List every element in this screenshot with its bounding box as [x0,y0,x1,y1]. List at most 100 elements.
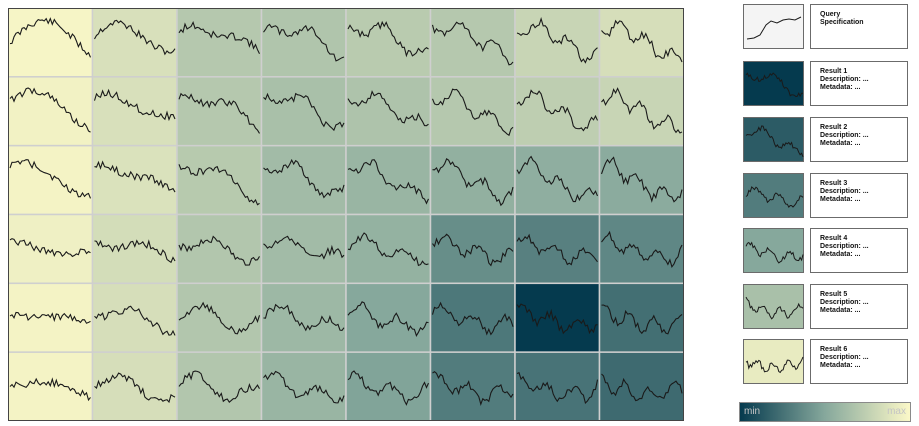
grid-cell[interactable] [429,76,516,147]
grid-cell[interactable] [91,351,178,421]
thumbnail-sparkline [746,16,802,40]
result-thumbnail-1 [743,61,804,106]
grid-cell[interactable] [176,213,263,285]
grid-cell[interactable] [345,213,432,285]
result-metadata-text: Metadata: ... [820,196,861,203]
grid-cell-shading [598,76,684,147]
grid-cell[interactable] [345,76,432,147]
grid-cell[interactable] [598,213,685,285]
grid-cell[interactable] [429,282,516,353]
grid-cell-sparkline [263,92,345,132]
legend-min-label: min [744,406,761,417]
grid-cell[interactable] [598,76,685,147]
grid-cell[interactable] [598,351,685,421]
grid-cell[interactable] [260,76,347,147]
grid-cell[interactable] [345,351,432,421]
result-row-3[interactable]: Result 3 Description: ... Metadata: ... [743,173,908,220]
grid-cell-shading [345,213,432,285]
grid-cell[interactable] [514,8,601,78]
grid-cell[interactable] [514,351,601,421]
grid-cell[interactable] [176,351,263,421]
grid-cell-shading [429,282,516,353]
result-row-1[interactable]: Result 1 Description: ... Metadata: ... [743,61,908,108]
result-row-6[interactable]: Result 6 Description: ... Metadata: ... [743,339,908,386]
grid-cell[interactable] [8,351,94,421]
grid-cell[interactable] [514,213,601,285]
grid-cell-sparkline [263,303,345,332]
grid-cell-sparkline [516,233,598,266]
thumbnail-sparkline [745,125,804,157]
grid-cell[interactable] [91,8,178,78]
grid-cell[interactable] [598,144,685,216]
result-row-5[interactable]: Result 5 Description: ... Metadata: ... [743,284,908,331]
result-description-5: Result 5 Description: ... Metadata: ... [810,284,908,329]
grid-cell-shading [429,351,516,421]
grid-cell[interactable] [598,282,685,353]
grid-cell[interactable] [429,144,516,216]
grid-cell[interactable] [176,8,263,78]
result-row-4[interactable]: Result 4 Description: ... Metadata: ... [743,228,908,275]
grid-cell[interactable] [176,282,263,353]
grid-cell[interactable] [176,76,263,147]
grid-cell[interactable] [91,144,178,216]
grid-cell[interactable] [598,8,685,78]
result-title: Result 6 [820,346,848,353]
grid-cell-shading [91,213,178,285]
grid-cell-sparkline [9,17,92,58]
grid-cell-sparkline [178,235,260,266]
color-scale-legend: min max [739,402,911,422]
grid-cell-sparkline [601,87,683,134]
grid-cell-shading [598,8,684,78]
grid-cell-shading [91,282,178,353]
grid-cell[interactable] [514,282,601,353]
grid-cell[interactable] [8,144,94,216]
grid-cell-sparkline [94,305,176,336]
thumbnail-sparkline-svg [745,125,804,157]
grid-cell-sparkline [9,377,91,402]
grid-frame [8,8,684,421]
grid-cell-shading [176,76,263,147]
grid-cell[interactable] [176,144,263,216]
grid-cell-shading [429,213,516,285]
grid-cell[interactable] [8,213,94,285]
result-metadata-text: Metadata: ... [820,140,861,147]
grid-cell-shading [260,351,347,421]
grid-cell-shading [345,76,432,147]
grid-cell[interactable] [91,282,178,353]
grid-cell[interactable] [345,8,432,78]
grid-cell[interactable] [429,213,516,285]
grid-cell[interactable] [429,351,516,421]
grid-cell-shading [176,8,263,78]
grid-cell[interactable] [514,76,601,147]
grid-cell[interactable] [260,213,347,285]
grid-cell[interactable] [429,8,516,78]
grid-cell[interactable] [260,144,347,216]
grid-cell[interactable] [260,282,347,353]
grid-cell-shading [8,144,94,216]
grid-cell[interactable] [260,8,347,78]
grid-cell[interactable] [345,282,432,353]
grid-cell-sparkline [432,158,514,207]
grid-cell-sparkline [516,372,599,405]
grid-cell[interactable] [8,8,94,78]
grid-cell-sparkline [516,303,598,335]
grid-cell-shading [260,8,347,78]
result-description-4: Result 4 Description: ... Metadata: ... [810,228,908,273]
result-description-text: Description: ... [820,299,869,306]
result-row-2[interactable]: Result 2 Description: ... Metadata: ... [743,117,908,164]
result-description-text: Description: ... [820,243,869,250]
grid-cell-sparkline [431,88,514,137]
thumbnail-sparkline [745,356,804,374]
grid-cell[interactable] [514,144,601,216]
grid-cell-shading [429,76,516,147]
grid-cell-shading [345,144,432,216]
grid-cell[interactable] [345,144,432,216]
query-row[interactable]: Query Specification [743,4,908,51]
grid-cell[interactable] [8,282,94,353]
thumbnail-sparkline-svg [745,296,804,320]
grid-cell-sparkline [178,20,260,55]
grid-cell[interactable] [260,351,347,421]
grid-cell[interactable] [91,213,178,285]
grid-cell[interactable] [8,76,94,147]
grid-cell[interactable] [91,76,178,147]
